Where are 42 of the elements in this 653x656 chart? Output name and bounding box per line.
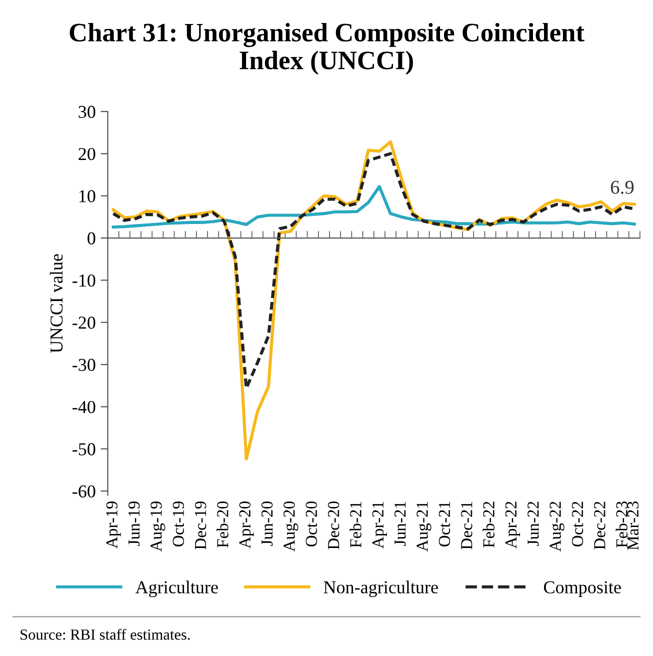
x-tick-label: Aug-20 (284, 501, 298, 552)
x-tick-label: Jun-20 (261, 501, 273, 546)
x-tick-label: Apr-22 (505, 502, 520, 548)
x-tick-label: Jun-21 (394, 502, 406, 546)
chart-title: Chart 31: Unorganised Composite Coincident Index (UNCCI) (70, 22, 584, 75)
x-tick-label: Apr-20 (239, 501, 254, 548)
x-tick-label: Dec-22 (594, 502, 606, 550)
x-tick-label: Aug-19 (150, 502, 166, 552)
legend-label: Composite (544, 581, 621, 598)
x-tick-label: Oct-21 (438, 502, 450, 546)
y-tick-label: 0 (88, 232, 96, 244)
y-tick-label: -60 (72, 485, 96, 498)
x-tick-label: Aug-21 (416, 502, 432, 552)
x-tick-label: Feb-22 (482, 502, 494, 548)
x-tick-label: Jun-19 (128, 502, 140, 546)
x-tick-label: Dec-20 (328, 501, 340, 550)
x-tick-label: Apr-19 (106, 502, 121, 548)
x-tick-label: Dec-21 (461, 502, 472, 550)
y-tick-label: -30 (72, 358, 96, 371)
y-tick-label: 30 (78, 106, 96, 118)
x-tick-label: Dec-19 (194, 502, 206, 550)
x-tick-label: Jun-22 (528, 502, 539, 546)
x-tick-label: Feb-23 (616, 501, 628, 548)
source-note: Source: RBI staff estimates. (20, 628, 190, 640)
legend-label: Agriculture (135, 580, 218, 598)
x-tick-label: Oct-20 (306, 501, 318, 546)
x-tick-label: Oct-19 (172, 502, 184, 546)
annotation: 6.9 (610, 180, 634, 194)
y-tick-label: -20 (72, 316, 96, 329)
x-tick-label: Mar-23 (627, 501, 639, 550)
legend-label: Non-agriculture (324, 580, 438, 598)
x-tick-label: Feb-21 (350, 502, 362, 548)
x-tick-label: Aug-22 (550, 502, 564, 552)
y-axis-title: UNCCI value (50, 254, 63, 353)
y-tick-label: 10 (79, 190, 96, 202)
x-tick-label: Oct-22 (572, 502, 584, 546)
y-tick-label: 20 (78, 148, 96, 160)
x-tick-label: Apr-21 (372, 502, 387, 548)
x-tick-label: Feb-20 (216, 501, 228, 548)
y-tick-label: -50 (72, 443, 96, 456)
y-tick-label: -10 (72, 274, 96, 287)
y-tick-label: -40 (72, 400, 96, 414)
